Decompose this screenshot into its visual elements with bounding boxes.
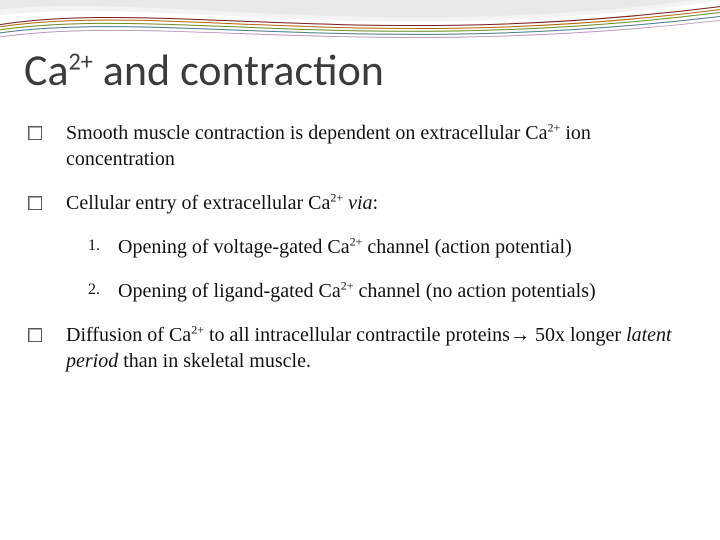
square-bullet-icon — [28, 328, 42, 342]
square-bullet-icon — [28, 126, 42, 140]
number-marker: 2. — [88, 281, 118, 299]
bullet-item: Diffusion of Ca2+ to all intracellular c… — [28, 322, 692, 374]
numbered-text: Opening of ligand-gated Ca2+ channel (no… — [118, 278, 596, 304]
bullet-text: Smooth muscle contraction is dependent o… — [66, 120, 692, 172]
numbered-item: 2.Opening of ligand-gated Ca2+ channel (… — [88, 278, 692, 304]
bullet-item: Smooth muscle contraction is dependent o… — [28, 120, 692, 172]
bullet-text: Diffusion of Ca2+ to all intracellular c… — [66, 322, 692, 374]
number-marker: 1. — [88, 237, 118, 255]
bullet-item: Cellular entry of extracellular Ca2+ via… — [28, 190, 692, 216]
bullet-text: Cellular entry of extracellular Ca2+ via… — [66, 190, 378, 216]
page-title: Ca2+ and contraction — [24, 48, 384, 92]
content-area: Smooth muscle contraction is dependent o… — [28, 120, 692, 392]
square-bullet-icon — [28, 196, 42, 210]
numbered-item: 1.Opening of voltage-gated Ca2+ channel … — [88, 234, 692, 260]
numbered-text: Opening of voltage-gated Ca2+ channel (a… — [118, 234, 572, 260]
